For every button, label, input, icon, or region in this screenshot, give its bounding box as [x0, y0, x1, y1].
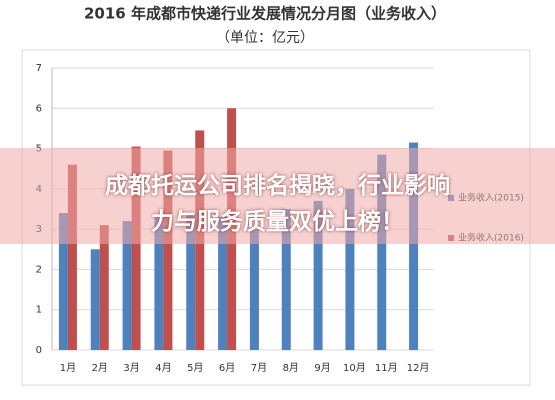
bar — [377, 154, 387, 350]
x-tick-label: 10月 — [343, 362, 366, 374]
bar — [122, 221, 132, 350]
chart-subtitle: （单位：亿元） — [216, 30, 314, 46]
x-tick-label: 5月 — [187, 362, 203, 374]
bar — [249, 229, 259, 350]
x-tick-label: 1月 — [60, 362, 76, 374]
x-tick-label: 2月 — [92, 362, 108, 374]
bar — [163, 150, 173, 350]
bar — [313, 200, 323, 350]
bar — [345, 188, 355, 350]
x-tick-label: 11月 — [375, 362, 398, 374]
y-tick-label: 0 — [36, 345, 42, 356]
x-tick-label: 3月 — [123, 362, 139, 374]
x-tick-label: 7月 — [251, 362, 267, 374]
bar — [99, 225, 109, 350]
bar — [58, 213, 68, 350]
bar — [409, 142, 419, 350]
x-tick-label: 4月 — [155, 362, 171, 374]
bar — [281, 209, 291, 350]
y-tick-label: 2 — [36, 264, 42, 275]
banner: 成都托运公司排名揭晓，行业影响 力与服务质量双优上榜！ — [0, 148, 555, 244]
y-tick-label: 7 — [36, 63, 42, 74]
y-tick-label: 1 — [36, 305, 42, 316]
x-tick-label: 12月 — [407, 362, 430, 374]
bar — [67, 164, 77, 350]
x-tick-label: 8月 — [283, 362, 299, 374]
bar — [186, 213, 196, 350]
y-tick-label: 6 — [36, 103, 42, 114]
bar — [218, 217, 228, 350]
x-tick-label: 9月 — [314, 362, 330, 374]
banner-line: 成都托运公司排名揭晓，行业影响 — [105, 173, 450, 199]
bar — [154, 217, 164, 350]
x-tick-label: 6月 — [219, 362, 235, 374]
chart-title: 2016 年成都市快递行业发展情况分月图（业务收入） — [84, 5, 446, 23]
banner-line: 力与服务质量双优上榜！ — [151, 209, 404, 235]
bar — [131, 146, 141, 350]
bar — [90, 249, 100, 350]
